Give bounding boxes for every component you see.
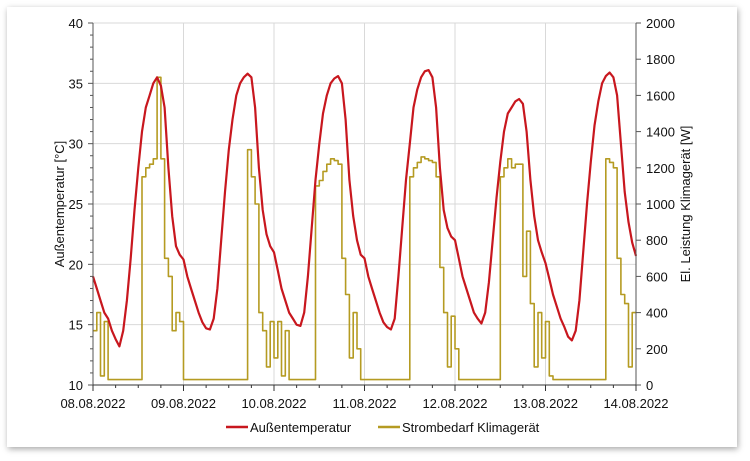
legend: Außentemperatur Strombedarf Klimagerät bbox=[226, 420, 540, 435]
y-right-tick-label: 200 bbox=[646, 342, 668, 357]
y-right-tick-label: 1200 bbox=[646, 161, 675, 176]
x-tick-label: 12.08.2022 bbox=[422, 396, 487, 411]
y-left-tick-label: 10 bbox=[69, 378, 83, 393]
series-line-power bbox=[93, 76, 636, 381]
y-left-tick-label: 30 bbox=[69, 137, 83, 152]
y-left-tick-label: 35 bbox=[69, 76, 83, 91]
y-axis-right-label: El. Leistung Klimagerät [W] bbox=[678, 126, 693, 283]
y-right-tick-label: 2000 bbox=[646, 16, 675, 31]
y-left-tick-label: 40 bbox=[69, 16, 83, 31]
x-tick-label: 13.08.2022 bbox=[513, 396, 578, 411]
chart-card bbox=[7, 7, 737, 447]
y-right-tick-label: 400 bbox=[646, 306, 668, 321]
y-left-tick-label: 20 bbox=[69, 257, 83, 272]
legend-label-temperature: Außentemperatur bbox=[250, 420, 352, 435]
y-left-tick-label: 25 bbox=[69, 197, 83, 212]
y-right-tick-label: 600 bbox=[646, 269, 668, 284]
series-line-temperature bbox=[91, 69, 638, 348]
y-right-tick-label: 1800 bbox=[646, 52, 675, 67]
y-right-tick-label: 1600 bbox=[646, 88, 675, 103]
x-tick-label: 14.08.2022 bbox=[603, 396, 668, 411]
y-right-tick-label: 0 bbox=[646, 378, 653, 393]
x-tick-label: 09.08.2022 bbox=[151, 396, 216, 411]
y-right-tick-label: 1400 bbox=[646, 125, 675, 140]
x-tick-label: 11.08.2022 bbox=[332, 396, 396, 411]
series-lines bbox=[91, 69, 638, 381]
x-tick-label: 10.08.2022 bbox=[241, 396, 306, 411]
axes: 1015202530354002004006008001000120014001… bbox=[60, 16, 674, 411]
legend-label-power: Strombedarf Klimagerät bbox=[402, 420, 540, 435]
y-left-tick-label: 15 bbox=[69, 318, 83, 333]
y-right-tick-label: 1000 bbox=[646, 197, 675, 212]
x-tick-label: 08.08.2022 bbox=[60, 396, 125, 411]
y-axis-left-label: Außentemperatur [°C] bbox=[52, 141, 67, 268]
y-right-tick-label: 800 bbox=[646, 233, 668, 248]
